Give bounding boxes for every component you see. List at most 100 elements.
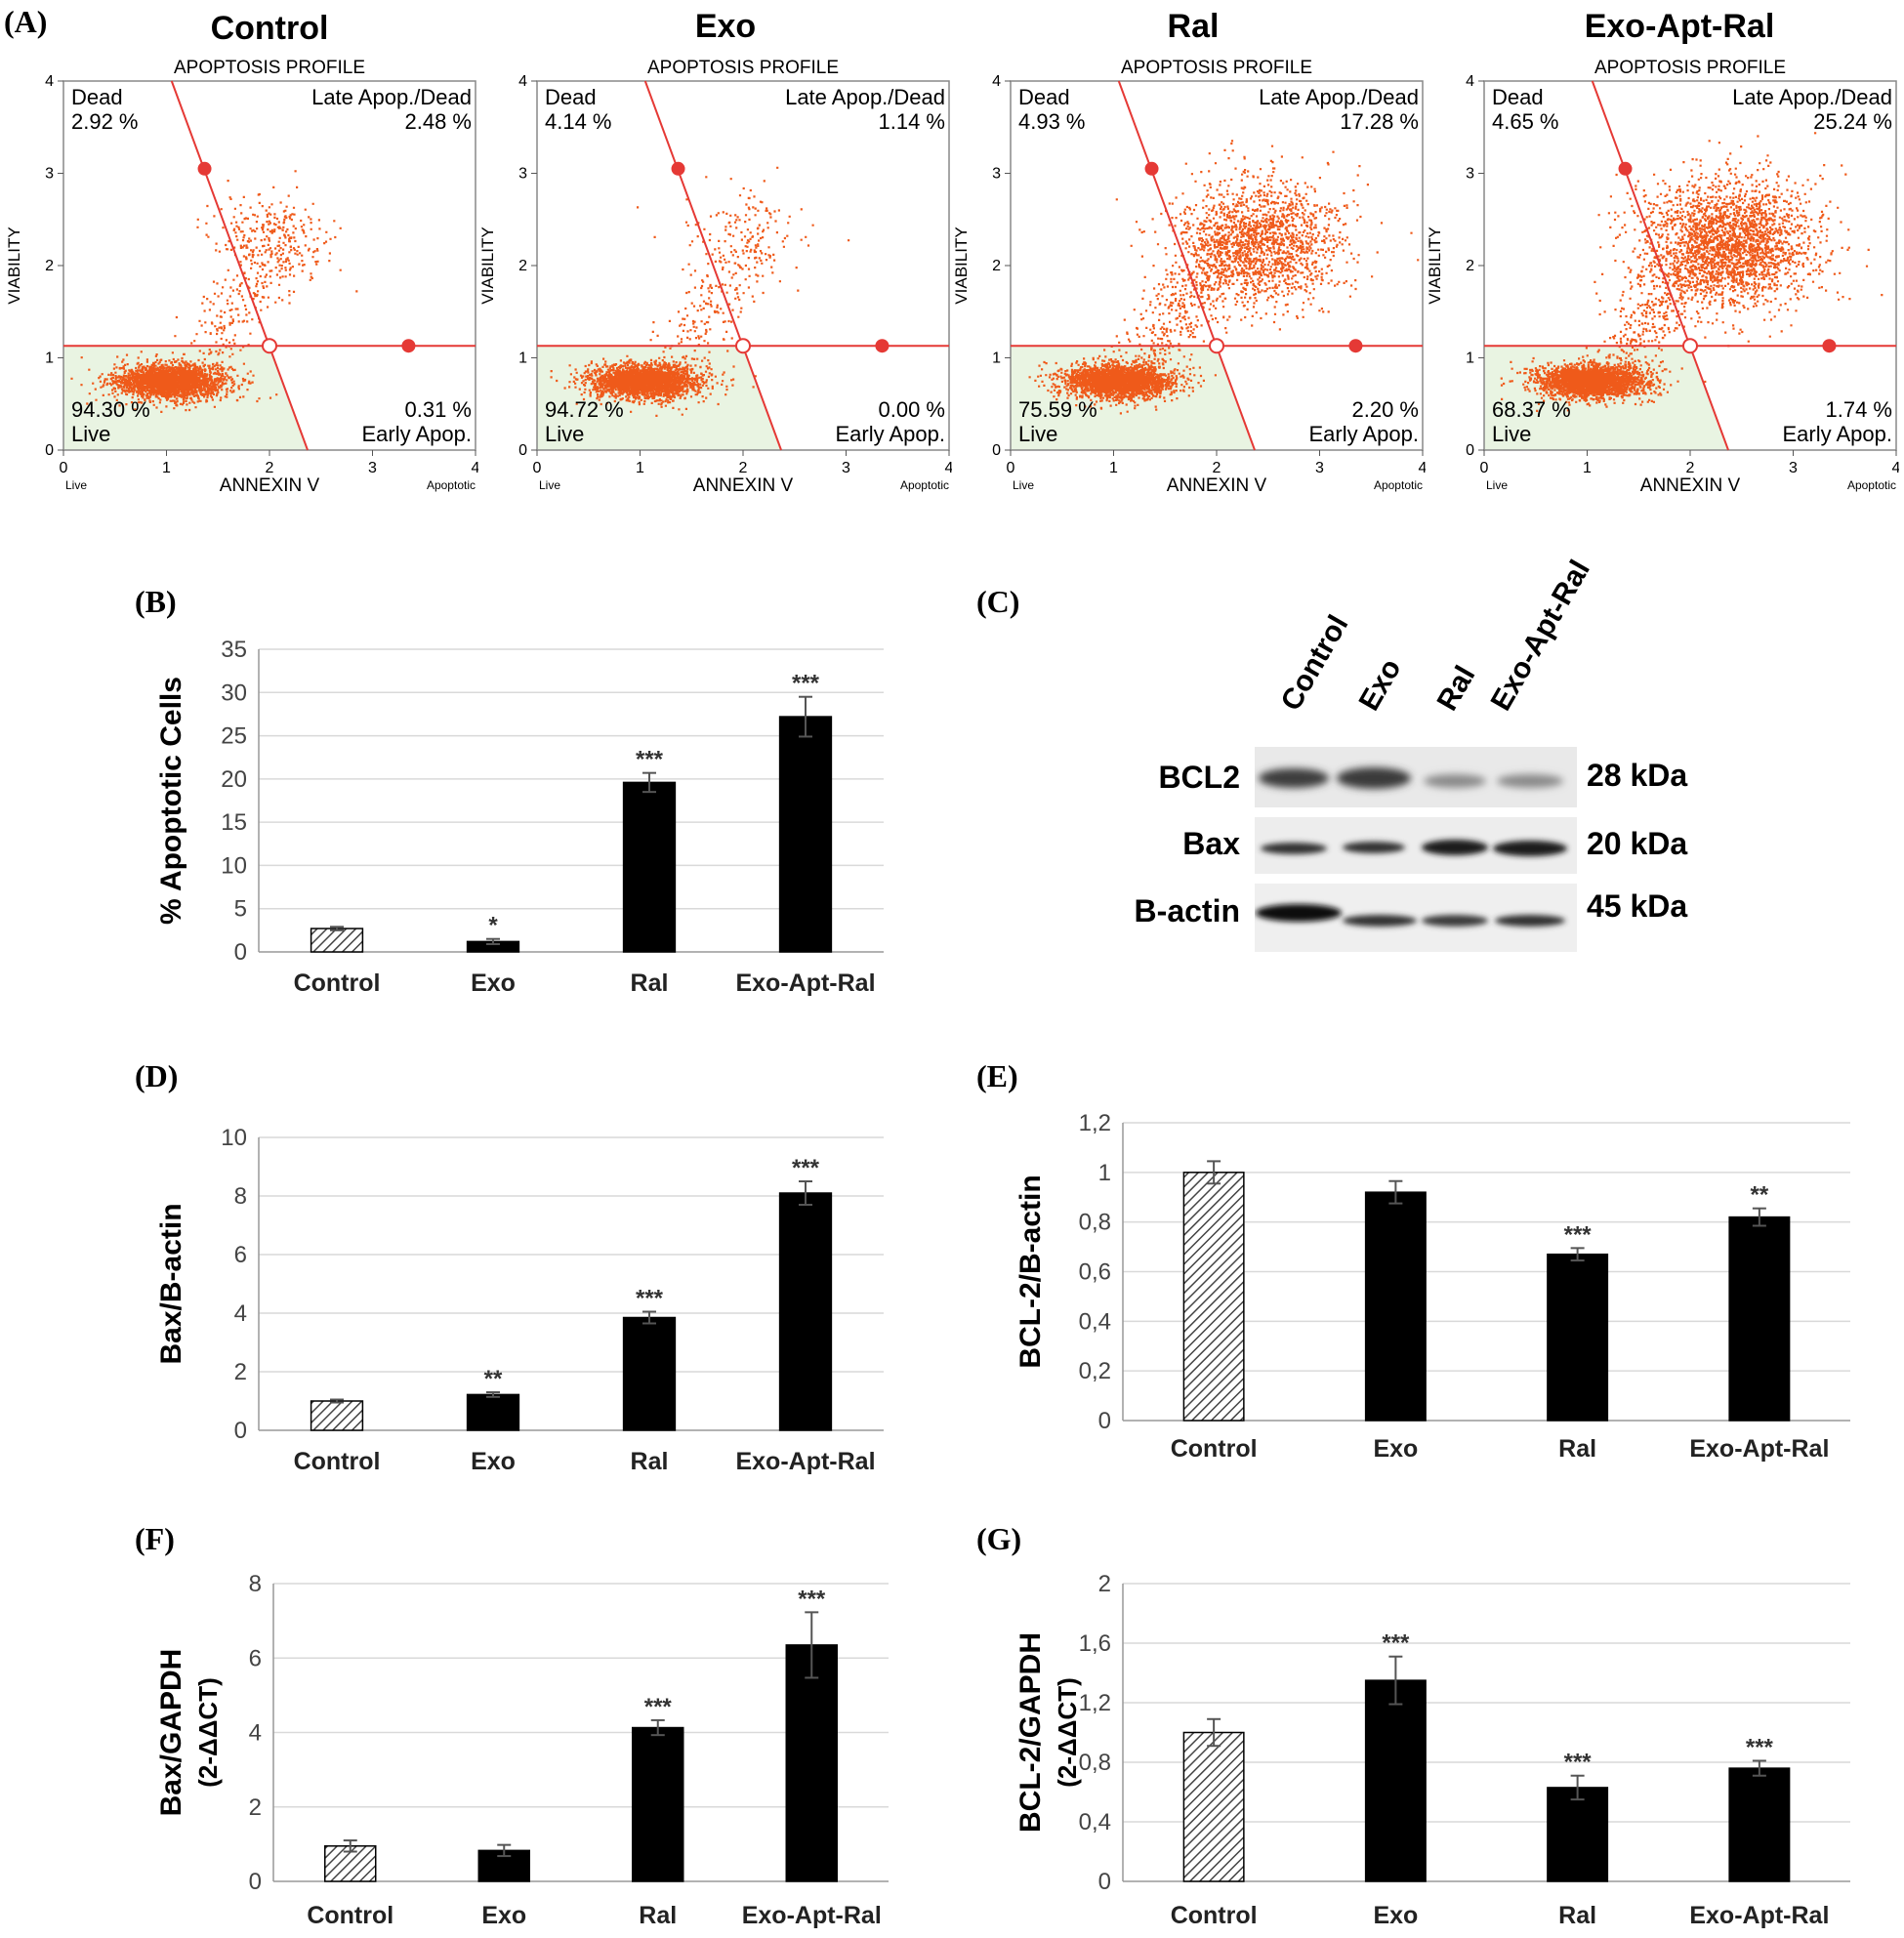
x-category-label: Ral xyxy=(1558,1902,1596,1929)
x-axis-low-label: Live xyxy=(1013,478,1034,492)
y-tick-label: 0,8 xyxy=(1079,1750,1111,1776)
blot-protein-bax: Bax xyxy=(1182,826,1240,861)
x-axis-high-label: Apoptotic xyxy=(900,478,949,492)
y-tick-label: 0,4 xyxy=(1079,1809,1111,1835)
x-tick-label: 4 xyxy=(472,460,478,476)
band-bactin-ral xyxy=(1422,915,1488,927)
y-axis-label: VIABILITY xyxy=(1426,227,1444,304)
blot-protein-bcl2: BCL2 xyxy=(1158,760,1240,795)
gate-handle-center xyxy=(1209,338,1224,354)
bar-exo xyxy=(466,1393,520,1431)
y-tick-label: 2 xyxy=(992,258,1001,274)
flow-subtitle: APOPTOSIS PROFILE xyxy=(1121,58,1312,78)
blot-kda-bax: 20 kDa xyxy=(1587,826,1688,861)
x-axis-low-label: Live xyxy=(1486,478,1508,492)
x-tick-label: 1 xyxy=(636,460,644,476)
y-tick-label: 0 xyxy=(234,939,247,966)
significance-label: *** xyxy=(636,747,664,773)
y-tick-label: 1 xyxy=(45,350,54,367)
quadrant-live-value: 94.30 % xyxy=(71,397,150,422)
quadrant-live-value: 94.72 % xyxy=(545,397,624,422)
gate-diagonal xyxy=(1591,80,1729,451)
quadrant-live-value: 68.37 % xyxy=(1492,397,1571,422)
band-bax-ral xyxy=(1422,840,1488,855)
y-tick-label: 2 xyxy=(518,258,527,274)
y-tick-label: 2 xyxy=(45,258,54,274)
significance-label: *** xyxy=(1746,1734,1774,1760)
x-category-label: Ral xyxy=(631,1448,669,1475)
flow-title-ral: Ral xyxy=(1167,8,1220,45)
gate-diagonal xyxy=(170,80,309,451)
significance-label: *** xyxy=(644,1694,673,1720)
x-axis-low-label: Live xyxy=(65,478,87,492)
bar-control xyxy=(310,1400,364,1431)
gate-handle-top xyxy=(671,161,685,176)
gate-handle-right xyxy=(875,339,890,353)
y-tick-label: 2 xyxy=(234,1359,247,1385)
quadrant-live-label: Live xyxy=(1492,422,1531,446)
y-axis-label: VIABILITY xyxy=(952,227,971,304)
band-bcl2-exo-apt-ral xyxy=(1497,774,1563,788)
y-tick-label: 4 xyxy=(249,1720,262,1747)
x-category-label: Exo-Apt-Ral xyxy=(735,969,875,997)
flow-plot-ral: APOPTOSIS PROFILE 00 1 1 2 2 3 3 4 4 ANNEXIN V Live… xyxy=(952,58,1426,496)
chart-bcl2-bactin: 0 0,2 0,4 0,6 0,8 1 1,2 BCL-2/B-actin Control Exo… xyxy=(1014,1110,1850,1463)
significance-label: *** xyxy=(1382,1630,1410,1657)
y-axis-label: % Apoptotic Cells xyxy=(155,677,187,925)
gate-handle-top xyxy=(1144,161,1159,176)
quadrant-live-label: Live xyxy=(1018,422,1057,446)
x-axis-high-label: Apoptotic xyxy=(1374,478,1423,492)
x-axis-low-label: Live xyxy=(539,478,560,492)
blot-protein-bactin: B-actin xyxy=(1134,893,1240,928)
gate-handle-top xyxy=(1618,161,1633,176)
significance-label: *** xyxy=(792,1155,820,1181)
bar-exo xyxy=(477,1849,530,1882)
scatter-dots xyxy=(1028,140,1420,415)
bar-control xyxy=(1182,1731,1245,1882)
flow-plot-exo: APOPTOSIS PROFILE 00 1 1 2 2 3 3 4 4 ANNEXIN V Live… xyxy=(478,58,952,496)
x-tick-label: 0 xyxy=(1007,460,1015,476)
band-bactin-exo-apt-ral xyxy=(1495,915,1565,927)
quadrant-late-value: 17.28 % xyxy=(1340,109,1419,134)
x-tick-label: 1 xyxy=(1583,460,1592,476)
y-tick-label: 8 xyxy=(234,1183,247,1210)
y-tick-label: 4 xyxy=(518,73,527,90)
y-tick-label: 2 xyxy=(1466,258,1474,274)
y-tick-label: 15 xyxy=(221,809,247,836)
quadrant-late-label: Late Apop./Dead xyxy=(1259,85,1419,109)
bar-ral xyxy=(622,781,677,953)
band-bcl2-ral xyxy=(1424,774,1486,788)
x-tick-label: 0 xyxy=(533,460,542,476)
significance-label: *** xyxy=(1564,1750,1593,1776)
band-bax-exo-apt-ral xyxy=(1493,841,1567,856)
x-tick-label: 0 xyxy=(60,460,68,476)
y-tick-label: 5 xyxy=(234,896,247,923)
blot-kda-bactin: 45 kDa xyxy=(1587,888,1688,924)
x-axis-label: ANNEXIN V xyxy=(1640,475,1741,496)
panel-label-g: (G) xyxy=(976,1521,1022,1556)
x-axis-high-label: Apoptotic xyxy=(427,478,476,492)
y-tick-label: 10 xyxy=(221,852,247,879)
y-tick-label: 4 xyxy=(234,1300,247,1327)
y-tick-label: 0 xyxy=(992,442,1001,459)
quadrant-early-value: 1.74 % xyxy=(1826,397,1893,422)
scatter-dots xyxy=(550,166,850,417)
quadrant-dead-label: Dead xyxy=(545,85,597,109)
gate-handle-top xyxy=(197,161,212,176)
bar-exo-apt-ral xyxy=(1728,1216,1791,1422)
blot-lane-ral: Ral xyxy=(1430,660,1482,717)
x-category-label: Exo xyxy=(471,1448,516,1475)
gate-handle-center xyxy=(262,338,277,354)
quadrant-early-value: 2.20 % xyxy=(1352,397,1420,422)
y-tick-label: 2 xyxy=(249,1794,262,1821)
y-axis-label: Bax/GAPDH xyxy=(155,1649,187,1817)
y-tick-label: 4 xyxy=(45,73,54,90)
y-tick-label: 25 xyxy=(221,723,247,750)
blot-lane-exo-apt-ral: Exo-Apt-Ral xyxy=(1484,555,1596,717)
gate-handle-right xyxy=(1822,339,1837,353)
panel-label-b: (B) xyxy=(135,584,177,619)
y-tick-label: 20 xyxy=(221,766,247,793)
quadrant-live-label: Live xyxy=(71,422,110,446)
flow-subtitle: APOPTOSIS PROFILE xyxy=(647,58,839,78)
quadrant-dead-value: 4.14 % xyxy=(545,109,612,134)
